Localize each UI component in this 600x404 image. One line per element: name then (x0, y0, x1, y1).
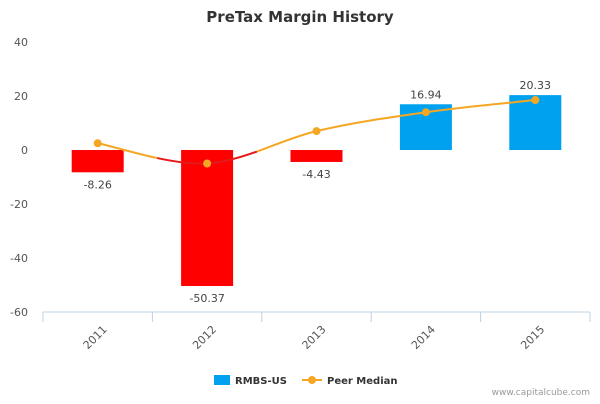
peer-median-line-segment (97, 142, 208, 165)
legend-bar-swatch (214, 375, 230, 385)
legend-line-label: Peer Median (327, 376, 398, 387)
bar-data-label: -4.43 (302, 168, 330, 181)
bar-data-label: 20.33 (520, 79, 552, 92)
x-tick-label: 2012 (190, 323, 219, 352)
data-labels: -8.26 -50.37 -4.43 16.94 20.33 (83, 79, 551, 305)
peer-median-line-segment (207, 130, 317, 165)
peer-median-point (531, 96, 540, 105)
bar-data-label: -8.26 (83, 178, 111, 191)
bar-data-label: 16.94 (410, 88, 442, 101)
y-tick-label: -20 (10, 198, 28, 211)
x-tick-label: 2014 (409, 323, 438, 352)
bar (71, 150, 124, 173)
bar-series (71, 95, 562, 286)
y-tick-label: -40 (10, 252, 28, 265)
x-tick-label: 2011 (81, 323, 110, 352)
peer-median-series (93, 96, 540, 168)
peer-median-line-segment (97, 142, 208, 165)
peer-median-point (312, 127, 321, 136)
peer-median-point (93, 139, 102, 148)
y-tick-label: 0 (21, 144, 28, 157)
legend-line-marker (308, 376, 316, 384)
y-tick-label: 40 (14, 36, 28, 49)
peer-median-line-segment (207, 130, 317, 165)
credit-text: www.capitalcube.com (492, 388, 590, 398)
y-tick-label: 20 (14, 90, 28, 103)
x-tick-label: 2015 (518, 323, 547, 352)
bar (509, 95, 562, 150)
bar-data-label: -50.37 (189, 292, 224, 305)
legend: RMBS-US Peer Median (214, 375, 398, 387)
peer-median-point (203, 159, 212, 168)
peer-median-point (421, 108, 430, 117)
peer-median-line-segment (316, 111, 427, 133)
bar (290, 150, 343, 162)
chart-title: PreTax Margin History (206, 8, 394, 26)
y-tick-label: -60 (10, 306, 28, 319)
bar (181, 150, 234, 286)
x-tick-label: 2013 (300, 323, 329, 352)
x-axis: 2011 2012 2013 2014 2015 (42, 311, 591, 352)
y-axis: 40 20 0 -20 -40 -60 (10, 36, 28, 319)
legend-bar-label: RMBS-US (235, 376, 287, 387)
peer-median-line-segment (425, 99, 536, 114)
